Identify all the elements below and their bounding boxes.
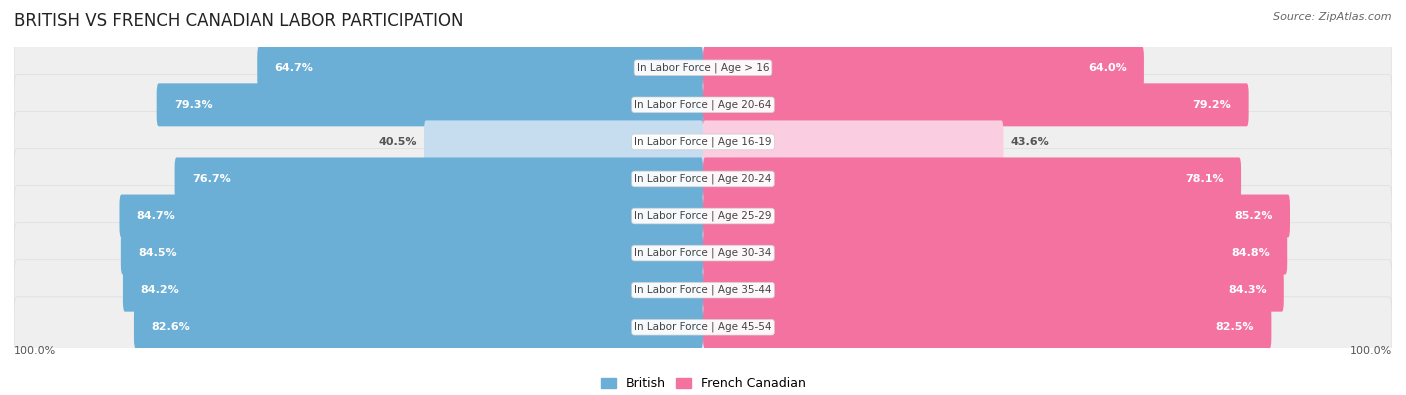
Text: In Labor Force | Age 16-19: In Labor Force | Age 16-19: [634, 137, 772, 147]
FancyBboxPatch shape: [14, 149, 1392, 209]
Text: 84.7%: 84.7%: [136, 211, 176, 221]
FancyBboxPatch shape: [703, 269, 1284, 312]
FancyBboxPatch shape: [703, 46, 1144, 89]
Text: 84.8%: 84.8%: [1232, 248, 1270, 258]
FancyBboxPatch shape: [703, 158, 1241, 201]
Text: 84.5%: 84.5%: [138, 248, 177, 258]
FancyBboxPatch shape: [156, 83, 703, 126]
Text: 64.7%: 64.7%: [274, 63, 314, 73]
FancyBboxPatch shape: [14, 223, 1392, 284]
FancyBboxPatch shape: [14, 186, 1392, 246]
Text: 82.5%: 82.5%: [1216, 322, 1254, 332]
FancyBboxPatch shape: [14, 260, 1392, 321]
FancyBboxPatch shape: [120, 194, 703, 237]
FancyBboxPatch shape: [14, 38, 1392, 98]
Text: In Labor Force | Age > 16: In Labor Force | Age > 16: [637, 62, 769, 73]
FancyBboxPatch shape: [703, 231, 1288, 275]
FancyBboxPatch shape: [14, 74, 1392, 135]
Text: In Labor Force | Age 45-54: In Labor Force | Age 45-54: [634, 322, 772, 333]
Text: Source: ZipAtlas.com: Source: ZipAtlas.com: [1274, 12, 1392, 22]
FancyBboxPatch shape: [703, 83, 1249, 126]
Text: 85.2%: 85.2%: [1234, 211, 1272, 221]
Text: 100.0%: 100.0%: [14, 346, 56, 357]
FancyBboxPatch shape: [703, 120, 1004, 164]
FancyBboxPatch shape: [703, 194, 1289, 237]
FancyBboxPatch shape: [257, 46, 703, 89]
FancyBboxPatch shape: [121, 231, 703, 275]
FancyBboxPatch shape: [122, 269, 703, 312]
Text: 84.2%: 84.2%: [141, 285, 179, 295]
FancyBboxPatch shape: [425, 120, 703, 164]
Text: In Labor Force | Age 30-34: In Labor Force | Age 30-34: [634, 248, 772, 258]
Text: In Labor Force | Age 35-44: In Labor Force | Age 35-44: [634, 285, 772, 295]
Text: In Labor Force | Age 20-24: In Labor Force | Age 20-24: [634, 174, 772, 184]
Text: 78.1%: 78.1%: [1185, 174, 1223, 184]
FancyBboxPatch shape: [703, 306, 1271, 349]
Text: In Labor Force | Age 25-29: In Labor Force | Age 25-29: [634, 211, 772, 221]
Text: 40.5%: 40.5%: [378, 137, 418, 147]
FancyBboxPatch shape: [14, 111, 1392, 172]
Text: 79.3%: 79.3%: [174, 100, 212, 110]
Text: 100.0%: 100.0%: [1350, 346, 1392, 357]
Text: 76.7%: 76.7%: [191, 174, 231, 184]
FancyBboxPatch shape: [134, 306, 703, 349]
Legend: British, French Canadian: British, French Canadian: [596, 372, 810, 395]
Text: 43.6%: 43.6%: [1011, 137, 1049, 147]
Text: In Labor Force | Age 20-64: In Labor Force | Age 20-64: [634, 100, 772, 110]
Text: 79.2%: 79.2%: [1192, 100, 1232, 110]
FancyBboxPatch shape: [174, 158, 703, 201]
Text: 82.6%: 82.6%: [152, 322, 190, 332]
Text: 84.3%: 84.3%: [1227, 285, 1267, 295]
Text: 64.0%: 64.0%: [1088, 63, 1126, 73]
FancyBboxPatch shape: [14, 297, 1392, 357]
Text: BRITISH VS FRENCH CANADIAN LABOR PARTICIPATION: BRITISH VS FRENCH CANADIAN LABOR PARTICI…: [14, 12, 464, 30]
